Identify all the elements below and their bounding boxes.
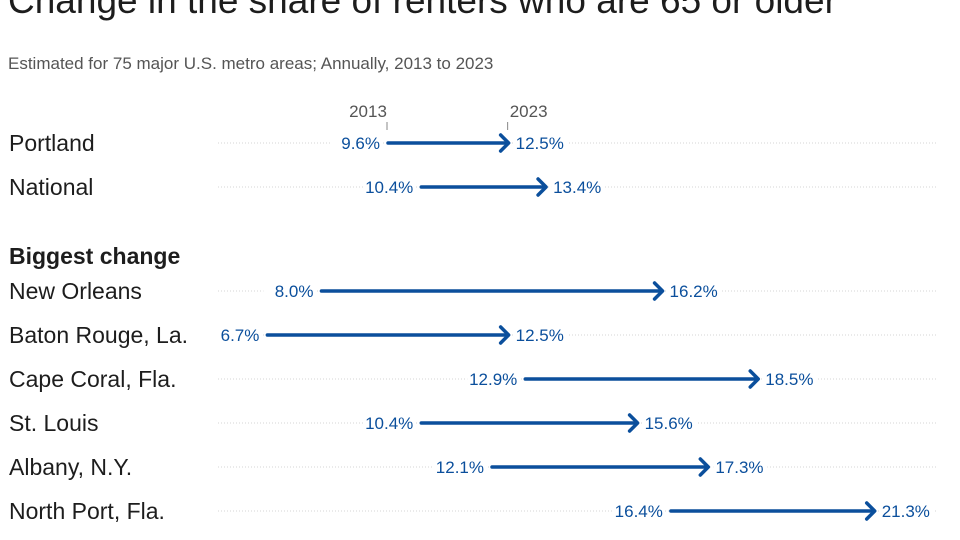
section-label-biggest-change: Biggest change: [9, 243, 180, 269]
end-label-bg-national: [551, 176, 606, 198]
start-label-bg-baton-rouge-la: [209, 324, 262, 346]
start-value-portland: 9.6%: [341, 134, 380, 153]
start-value-cape-coral-fla: 12.9%: [469, 370, 517, 389]
end-label-bg-cape-coral-fla: [763, 368, 818, 390]
row-label-baton-rouge-la: Baton Rouge, La.: [9, 322, 188, 348]
start-value-albany-n-y: 12.1%: [436, 458, 484, 477]
start-value-new-orleans: 8.0%: [275, 282, 314, 301]
end-label-bg-portland: [513, 132, 568, 154]
start-value-st-louis: 10.4%: [365, 414, 413, 433]
chart-subtitle: Estimated for 75 major U.S. metro areas;…: [8, 54, 494, 73]
arrow-head-new-orleans: [652, 281, 665, 301]
end-label-bg-new-orleans: [667, 280, 722, 302]
arrow-head-albany-n-y: [698, 457, 711, 477]
chart-title: Change in the share of renters who are 6…: [8, 0, 837, 21]
end-label-bg-st-louis: [642, 412, 697, 434]
arrow-head-portland: [498, 133, 511, 153]
end-label-bg-baton-rouge-la: [513, 324, 568, 346]
arrow-head-national: [536, 177, 548, 197]
arrow-head-cape-coral-fla: [748, 369, 760, 389]
row-label-national: National: [9, 174, 93, 200]
arrow-head-baton-rouge-la: [498, 325, 511, 345]
start-label-bg-north-port-fla: [612, 500, 665, 522]
start-label-bg-national: [363, 176, 416, 198]
end-value-north-port-fla: 21.3%: [882, 502, 930, 521]
end-label-bg-north-port-fla: [879, 500, 934, 522]
end-value-st-louis: 15.6%: [645, 414, 693, 433]
start-year-label: 2013: [349, 102, 387, 121]
end-value-baton-rouge-la: 12.5%: [516, 326, 564, 345]
row-label-north-port-fla: North Port, Fla.: [9, 498, 165, 524]
start-value-national: 10.4%: [365, 178, 413, 197]
start-label-bg-albany-n-y: [434, 456, 486, 478]
end-value-portland: 12.5%: [516, 134, 564, 153]
end-label-bg-albany-n-y: [713, 456, 768, 478]
end-value-national: 13.4%: [553, 178, 601, 197]
end-value-new-orleans: 16.2%: [670, 282, 718, 301]
start-label-bg-cape-coral-fla: [467, 368, 520, 390]
start-label-bg-portland: [330, 132, 382, 154]
row-label-st-louis: St. Louis: [9, 410, 99, 436]
row-label-cape-coral-fla: Cape Coral, Fla.: [9, 366, 176, 392]
arrow-head-st-louis: [627, 413, 640, 433]
start-value-north-port-fla: 16.4%: [615, 502, 663, 521]
start-label-bg-st-louis: [363, 412, 416, 434]
start-label-bg-new-orleans: [263, 280, 316, 302]
start-value-baton-rouge-la: 6.7%: [221, 326, 260, 345]
end-year-label: 2023: [510, 102, 548, 121]
end-value-cape-coral-fla: 18.5%: [765, 370, 813, 389]
row-label-new-orleans: New Orleans: [9, 278, 142, 304]
row-label-albany-n-y: Albany, N.Y.: [9, 454, 132, 480]
end-value-albany-n-y: 17.3%: [715, 458, 763, 477]
arrow-head-north-port-fla: [864, 501, 877, 521]
row-label-portland: Portland: [9, 130, 95, 156]
